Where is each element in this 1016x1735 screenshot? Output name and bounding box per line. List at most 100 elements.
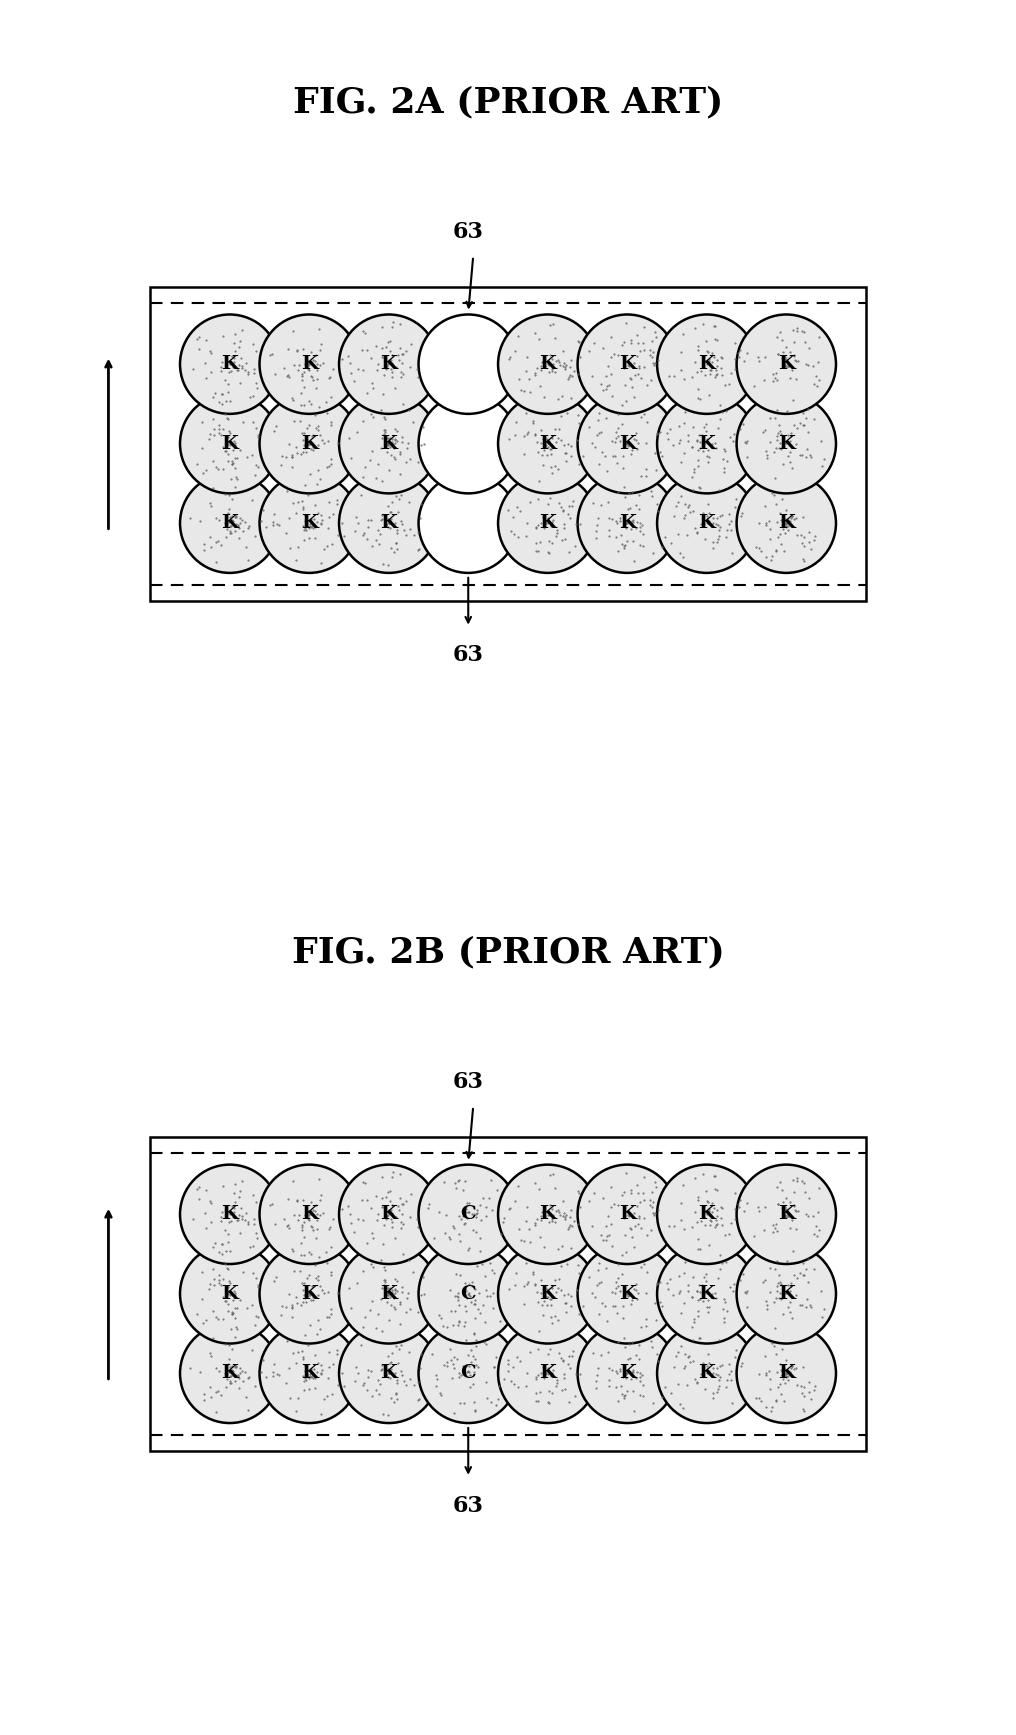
Circle shape <box>259 1164 359 1265</box>
Text: K: K <box>778 1286 795 1303</box>
Circle shape <box>737 1244 836 1343</box>
Circle shape <box>339 1164 439 1265</box>
Text: 63: 63 <box>453 1494 484 1516</box>
Text: K: K <box>619 1206 636 1223</box>
Circle shape <box>657 474 757 573</box>
Circle shape <box>180 474 279 573</box>
Text: C: C <box>460 1286 477 1303</box>
Text: K: K <box>778 356 795 373</box>
Text: K: K <box>221 1364 238 1383</box>
Title: FIG. 2B (PRIOR ART): FIG. 2B (PRIOR ART) <box>292 935 724 970</box>
Circle shape <box>498 1244 597 1343</box>
Text: C: C <box>460 1364 477 1383</box>
Bar <box>150 1136 866 1450</box>
Text: K: K <box>221 435 238 453</box>
Circle shape <box>419 394 518 493</box>
Text: K: K <box>698 356 715 373</box>
Text: K: K <box>380 435 397 453</box>
Circle shape <box>577 1324 677 1423</box>
Bar <box>150 286 866 600</box>
Circle shape <box>737 1324 836 1423</box>
Circle shape <box>419 1244 518 1343</box>
Circle shape <box>577 1244 677 1343</box>
Text: K: K <box>778 1206 795 1223</box>
Text: K: K <box>619 356 636 373</box>
Text: K: K <box>380 1364 397 1383</box>
Circle shape <box>259 394 359 493</box>
Circle shape <box>180 394 279 493</box>
Circle shape <box>657 1324 757 1423</box>
Text: K: K <box>301 356 318 373</box>
Text: K: K <box>619 514 636 533</box>
Circle shape <box>259 1324 359 1423</box>
Text: K: K <box>301 1206 318 1223</box>
Text: K: K <box>698 514 715 533</box>
Text: K: K <box>301 435 318 453</box>
Circle shape <box>339 1324 439 1423</box>
Circle shape <box>737 394 836 493</box>
Text: K: K <box>301 514 318 533</box>
Text: K: K <box>619 1364 636 1383</box>
Circle shape <box>498 1164 597 1265</box>
Circle shape <box>498 314 597 415</box>
Circle shape <box>577 394 677 493</box>
Circle shape <box>339 1244 439 1343</box>
Circle shape <box>180 314 279 415</box>
Circle shape <box>498 1324 597 1423</box>
Text: K: K <box>619 1286 636 1303</box>
Text: K: K <box>619 435 636 453</box>
Circle shape <box>577 1164 677 1265</box>
Circle shape <box>577 474 677 573</box>
Circle shape <box>498 394 597 493</box>
Text: K: K <box>301 1286 318 1303</box>
Text: K: K <box>380 356 397 373</box>
Circle shape <box>657 1164 757 1265</box>
Text: 63: 63 <box>453 220 484 243</box>
Text: K: K <box>698 1364 715 1383</box>
Circle shape <box>657 314 757 415</box>
Circle shape <box>259 314 359 415</box>
Circle shape <box>657 394 757 493</box>
Text: K: K <box>778 435 795 453</box>
Circle shape <box>419 314 518 415</box>
Circle shape <box>419 474 518 573</box>
Text: K: K <box>539 356 556 373</box>
Text: K: K <box>380 1286 397 1303</box>
Circle shape <box>419 1324 518 1423</box>
Text: K: K <box>539 1206 556 1223</box>
Text: 63: 63 <box>453 644 484 666</box>
Circle shape <box>737 1164 836 1265</box>
Text: K: K <box>539 514 556 533</box>
Circle shape <box>339 314 439 415</box>
Text: 63: 63 <box>453 1070 484 1093</box>
Text: K: K <box>539 435 556 453</box>
Text: K: K <box>221 1286 238 1303</box>
Title: FIG. 2A (PRIOR ART): FIG. 2A (PRIOR ART) <box>293 85 723 120</box>
Text: K: K <box>221 356 238 373</box>
Text: K: K <box>380 514 397 533</box>
Text: K: K <box>698 1286 715 1303</box>
Text: K: K <box>301 1364 318 1383</box>
Circle shape <box>657 1244 757 1343</box>
Circle shape <box>339 474 439 573</box>
Text: K: K <box>221 514 238 533</box>
Circle shape <box>180 1324 279 1423</box>
Circle shape <box>577 314 677 415</box>
Text: K: K <box>778 514 795 533</box>
Circle shape <box>180 1244 279 1343</box>
Circle shape <box>737 474 836 573</box>
Text: K: K <box>221 1206 238 1223</box>
Text: K: K <box>539 1364 556 1383</box>
Circle shape <box>419 1164 518 1265</box>
Text: K: K <box>778 1364 795 1383</box>
Text: K: K <box>539 1286 556 1303</box>
Text: K: K <box>698 1206 715 1223</box>
Circle shape <box>737 314 836 415</box>
Text: C: C <box>460 1206 477 1223</box>
Text: K: K <box>698 435 715 453</box>
Text: K: K <box>380 1206 397 1223</box>
Circle shape <box>259 1244 359 1343</box>
Circle shape <box>339 394 439 493</box>
Circle shape <box>259 474 359 573</box>
Circle shape <box>180 1164 279 1265</box>
